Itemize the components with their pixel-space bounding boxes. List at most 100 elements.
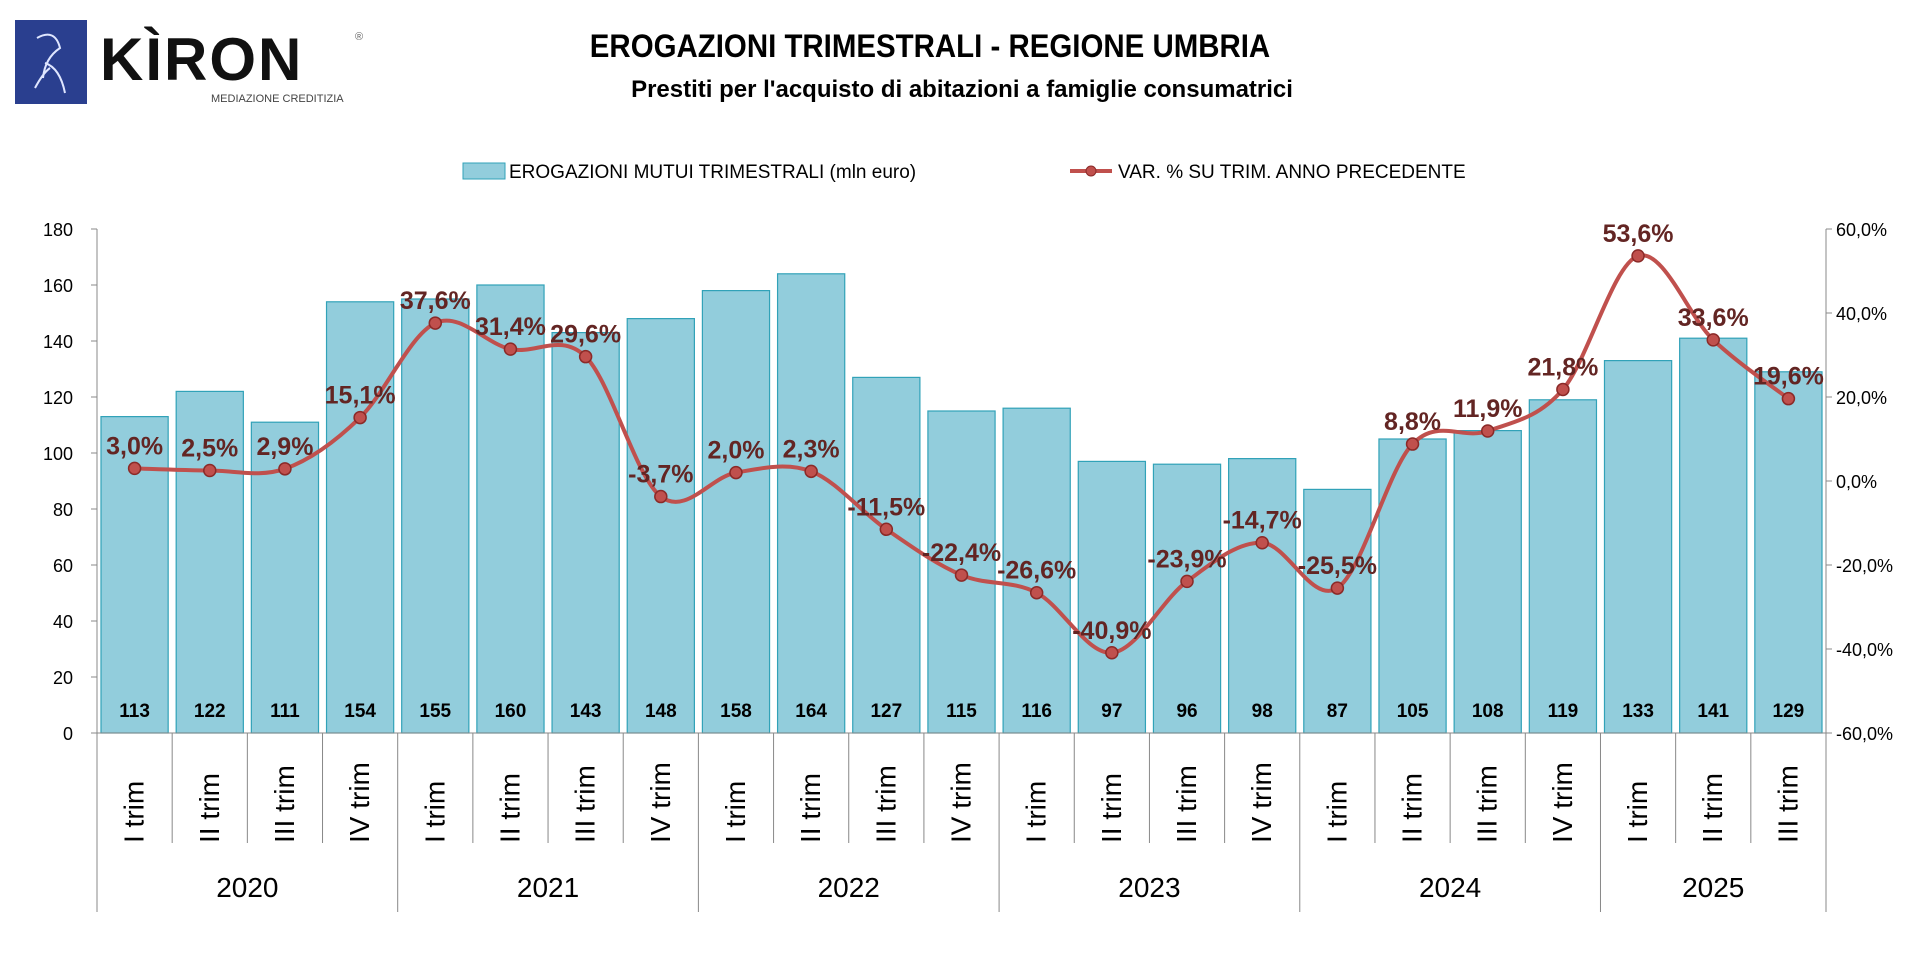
line-value-label: 19,6% (1753, 363, 1824, 391)
category-label: II trim (1697, 773, 1728, 843)
bar (626, 318, 695, 734)
bar-value-label: 141 (1697, 701, 1729, 722)
category-label: I trim (419, 781, 450, 843)
left-tick-label: 180 (43, 220, 73, 240)
chart-title: EROGAZIONI TRIMESTRALI - REGIONE UMBRIA (589, 28, 1271, 64)
bar-value-label: 129 (1773, 701, 1805, 722)
logo-tagline: MEDIAZIONE CREDITIZIA (211, 93, 344, 105)
category-label: I trim (1622, 781, 1653, 843)
line-value-label: 37,6% (400, 287, 471, 315)
line-value-label: -23,9% (1147, 545, 1226, 573)
bar-value-label: 148 (645, 701, 677, 722)
line-marker (1556, 382, 1570, 397)
line-value-label: -14,7% (1223, 507, 1302, 535)
line-value-label: -11,5% (847, 493, 925, 521)
line-value-label: 33,6% (1678, 304, 1749, 332)
line-marker (203, 463, 217, 478)
left-tick-label: 80 (53, 500, 73, 520)
chart-subtitle: Prestiti per l'acquisto di abitazioni a … (631, 76, 1293, 103)
bar-value-label: 105 (1397, 701, 1429, 722)
bar (1528, 399, 1598, 734)
line-marker (1105, 646, 1119, 660)
bar (1453, 430, 1522, 734)
right-tick-label: -40,0% (1836, 640, 1893, 660)
left-tick-label: 160 (43, 276, 73, 296)
line-marker (578, 349, 593, 364)
category-label: III trim (1772, 765, 1803, 843)
bar-value-label: 87 (1327, 701, 1348, 722)
bar (551, 332, 620, 734)
line-value-label: 2,5% (181, 435, 238, 463)
bar (852, 376, 921, 734)
line-value-label: 15,1% (325, 382, 396, 410)
line-marker (1330, 581, 1345, 595)
line-value-label: -3,7% (628, 461, 693, 489)
category-label: I trim (720, 781, 751, 843)
category-label: III trim (870, 765, 901, 843)
centaur-icon (34, 33, 66, 94)
right-tick-label: 0,0% (1836, 472, 1877, 492)
line-value-label: -40,9% (1072, 617, 1151, 645)
year-label: 2020 (216, 872, 278, 903)
legend-line-label: VAR. % SU TRIM. ANNO PRECEDENTE (1118, 162, 1466, 183)
year-label: 2023 (1118, 872, 1180, 903)
bar (1303, 488, 1372, 734)
line-value-label: 2,9% (256, 433, 313, 461)
category-label: IV trim (344, 762, 375, 843)
logo-text: KÌRON (100, 26, 303, 93)
category-label: III trim (1171, 765, 1202, 843)
bar (1679, 337, 1748, 734)
line-value-label: 8,8% (1384, 408, 1441, 436)
category-label: II trim (1096, 773, 1127, 843)
line-marker (1781, 391, 1796, 406)
line-marker (879, 522, 894, 537)
bar (1152, 463, 1222, 734)
right-tick-label: -20,0% (1836, 556, 1893, 576)
line-value-label: 2,3% (783, 435, 840, 463)
right-tick-label: -60,0% (1836, 724, 1893, 744)
left-tick-label: 20 (53, 668, 73, 688)
bar-value-label: 158 (720, 701, 752, 722)
line-marker (954, 568, 969, 582)
bar-value-label: 111 (270, 701, 300, 722)
line-marker (729, 465, 743, 480)
line-marker (503, 342, 518, 356)
category-label: II trim (494, 773, 525, 843)
registered-mark: ® (355, 31, 363, 43)
line-marker (1255, 535, 1269, 550)
legend-line-marker (1085, 165, 1097, 177)
line-marker (1480, 424, 1495, 438)
bar-value-label: 108 (1472, 701, 1504, 722)
line-marker (1405, 437, 1420, 451)
category-label: IV trim (1246, 762, 1277, 843)
bar (701, 290, 771, 734)
line-marker (1180, 574, 1194, 589)
bar-value-label: 164 (795, 701, 827, 722)
bar (476, 284, 545, 734)
bar-value-label: 113 (119, 701, 150, 722)
line-value-label: 31,4% (475, 313, 546, 341)
bar-value-label: 160 (495, 701, 527, 722)
left-tick-label: 140 (43, 332, 73, 352)
legend-bar-label: EROGAZIONI MUTUI TRIMESTRALI (mln euro) (509, 162, 916, 183)
bar-value-label: 154 (344, 701, 376, 722)
bar (175, 390, 244, 734)
bar-value-label: 143 (570, 701, 602, 722)
bar (401, 298, 470, 734)
line-marker (1706, 333, 1720, 347)
bar (1754, 371, 1823, 734)
line-value-label: 2,0% (707, 437, 764, 465)
category-label: II trim (795, 773, 826, 843)
line-marker (127, 461, 142, 476)
bar (1228, 458, 1297, 734)
right-tick-label: 60,0% (1836, 220, 1887, 240)
year-label: 2022 (818, 872, 880, 903)
bar (1077, 460, 1147, 734)
bar-value-label: 115 (946, 701, 977, 722)
bar-value-label: 98 (1252, 701, 1273, 722)
category-label: III trim (269, 765, 300, 843)
line-marker (278, 462, 292, 476)
line-marker (804, 464, 818, 479)
bar-value-label: 96 (1176, 701, 1197, 722)
